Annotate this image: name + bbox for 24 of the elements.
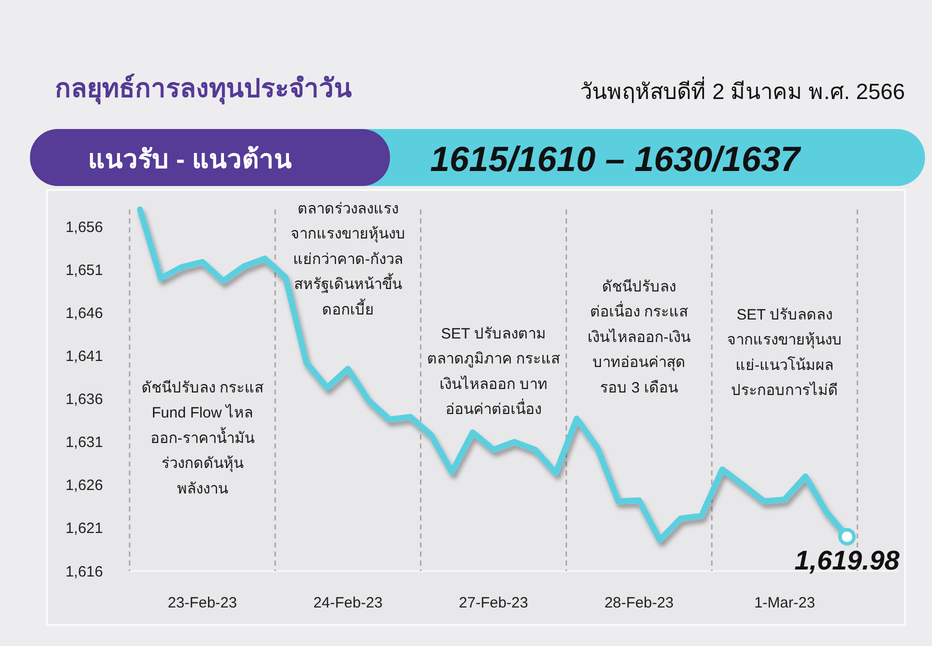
x-tick-label: 24-Feb-23 xyxy=(313,594,383,612)
x-tick-label: 27-Feb-23 xyxy=(458,594,528,612)
y-tick-label: 1,656 xyxy=(65,218,103,236)
text: แนวรับ - แนวต้าน xyxy=(88,144,292,174)
y-tick-label: 1,651 xyxy=(65,262,103,279)
annotation: ตลาดร่วงลงแรง จากแรงขายหุ้นงบ แย่กว่าคาด-กังวล สหรัฐเดินหน้าขึ้น ดอกเบี้ย xyxy=(290,200,406,318)
text: 1615/1610 – 1630/1637 xyxy=(430,140,802,179)
x-tick-label: 23-Feb-23 xyxy=(168,594,237,612)
y-tick-label: 1,636 xyxy=(65,391,103,408)
annotation: SET ปรับลดลง จากแรงขายหุ้นงบ แย่-แนวโน้มผล ประกอบการไม่ดี xyxy=(727,306,842,400)
x-tick-label: 28-Feb-23 xyxy=(604,594,674,612)
data-label: 1,619.98 xyxy=(794,546,900,576)
chart-title: กลยุทธ์การลงทุนประจำวัน xyxy=(55,73,352,105)
annotation: ดัชนีปรับลง ต่อเนื่อง กระแส เงินไหลออก-เงิน บาทอ่อนค่าสุด รอบ 3 เดือน xyxy=(588,278,691,396)
y-tick-label: 1,646 xyxy=(65,305,103,322)
y-tick-label: 1,616 xyxy=(65,563,103,580)
y-tick-label: 1,621 xyxy=(65,520,103,538)
annotation: SET ปรับลงตาม ตลาดภูมิภาค กระแส เงินไหลออก บาท อ่อนค่าต่อเนื่อง xyxy=(426,325,560,418)
annotation: ดัชนีปรับลง กระแส Fund Flow ไหล ออก-ราคาน้ำมัน ร่วงกดดันหุ้น พลังงาน xyxy=(141,379,264,498)
y-tick-label: 1,641 xyxy=(65,348,103,366)
x-tick-label: 1-Mar-23 xyxy=(754,594,816,612)
y-tick-label: 1,631 xyxy=(65,434,103,452)
chart-subtitle: วันพฤหัสบดีที่ 2 มีนาคม พ.ศ. 2566 xyxy=(580,76,905,104)
y-tick-label: 1,626 xyxy=(65,477,103,494)
